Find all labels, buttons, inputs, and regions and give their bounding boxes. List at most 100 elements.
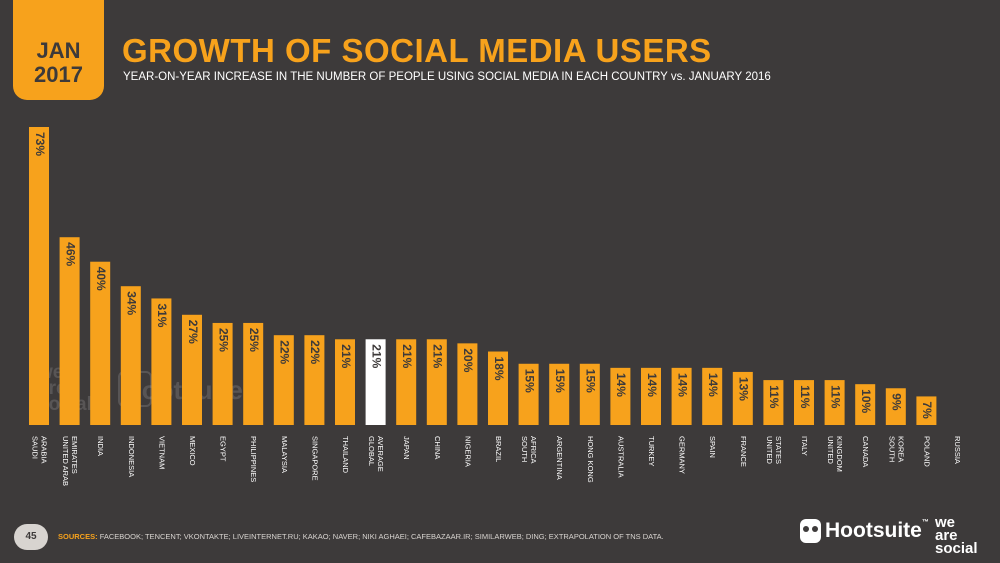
category-label-17-0: ARGENTINA (555, 436, 564, 480)
value-label-16: 15% (522, 369, 536, 393)
category-label-2-0: INDIA (96, 436, 105, 456)
value-label-20: 14% (645, 373, 659, 397)
bar-10 (335, 339, 355, 425)
category-label-6-0: EGYPT (219, 436, 228, 462)
bar-0 (29, 127, 49, 425)
bar-22 (702, 367, 723, 425)
value-label-18: 15% (584, 369, 598, 393)
category-label-9-0: SINGAPORE (310, 436, 319, 481)
value-label-3: 34% (125, 291, 139, 315)
bar-23 (732, 371, 753, 425)
bar-13 (426, 339, 447, 425)
category-label-30-0: RUSSIA (953, 436, 962, 464)
category-label-24-0: UNITED (765, 436, 774, 465)
value-label-8: 22% (278, 340, 292, 364)
category-label-15-0: BRAZIL (494, 436, 503, 462)
value-label-23: 13% (737, 377, 751, 401)
bar-28 (885, 388, 906, 425)
category-label-7-0: PHILIPPINES (249, 436, 258, 482)
page-number: 45 (14, 524, 48, 550)
sources-label: SOURCES: (58, 532, 98, 541)
category-label-10-0: THAILAND (341, 436, 350, 474)
category-label-26-0: UNITED (826, 436, 835, 465)
category-label-26-1: KINGDOM (835, 436, 844, 472)
value-label-28: 9% (890, 393, 904, 411)
bar-8 (273, 335, 294, 425)
bar-24 (763, 380, 784, 425)
value-label-14: 20% (461, 348, 475, 372)
value-label-4: 31% (155, 303, 169, 327)
bar-21 (671, 367, 692, 425)
category-label-0-1: ARABIA (40, 436, 49, 464)
bar-9 (304, 335, 325, 425)
category-label-1-1: EMIRATES (70, 436, 79, 474)
value-label-9: 22% (308, 340, 322, 364)
category-label-11-0: GLOBAL (367, 436, 376, 466)
hootsuite-logo: Hootsuite™ (800, 519, 929, 544)
value-label-15: 18% (492, 357, 506, 381)
page-title: GROWTH OF SOCIAL MEDIA USERS (122, 32, 712, 69)
value-label-7: 25% (247, 328, 261, 352)
category-label-16-1: AFRICA (529, 436, 538, 464)
bar-26 (824, 380, 845, 425)
category-label-16-0: SOUTH (520, 436, 529, 462)
category-label-4-0: VIETNAM (157, 436, 166, 469)
sources-text: FACEBOOK; TENCENT; VKONTAKTE; LIVEINTERN… (99, 532, 664, 541)
bar-15 (488, 351, 508, 425)
category-label-24-1: STATES (774, 436, 783, 464)
bar-11 (365, 339, 386, 425)
value-label-13: 21% (431, 344, 445, 368)
value-label-10: 21% (339, 344, 353, 368)
category-label-13-0: CHINA (433, 436, 442, 459)
category-label-28-0: SOUTH (887, 436, 896, 462)
category-label-12-0: JAPAN (402, 436, 411, 460)
category-label-19-0: AUSTRALIA (616, 436, 625, 478)
category-label-1-0: UNITED ARAB (61, 436, 70, 486)
value-label-27: 10% (859, 389, 873, 413)
bar-14 (457, 343, 478, 425)
bar-16 (518, 363, 539, 425)
bar-3 (120, 286, 141, 425)
date-tab: JAN 2017 (13, 0, 104, 100)
category-label-11-1: AVERAGE (376, 436, 385, 472)
bar-7 (243, 322, 264, 425)
value-label-26: 11% (828, 385, 842, 409)
category-label-21-0: GERMANY (678, 436, 687, 474)
hootsuite-logo-text: Hootsuite (825, 519, 922, 542)
value-label-19: 14% (614, 373, 628, 397)
category-label-22-0: SPAIN (708, 436, 717, 458)
bar-1 (59, 237, 80, 425)
bar-6 (212, 322, 233, 425)
logo-social: social (935, 540, 978, 557)
category-label-0-0: SAUDI (31, 436, 40, 459)
value-label-17: 15% (553, 369, 567, 393)
bar-17 (549, 363, 570, 425)
value-label-6: 25% (216, 328, 230, 352)
logo-we: we (935, 514, 956, 531)
value-label-24: 11% (767, 385, 781, 409)
category-label-25-0: ITALY (800, 436, 809, 456)
hootsuite-owl-icon (800, 519, 821, 544)
value-label-21: 14% (675, 373, 689, 397)
page-subtitle: YEAR-ON-YEAR INCREASE IN THE NUMBER OF P… (123, 71, 771, 83)
sources: SOURCES: FACEBOOK; TENCENT; VKONTAKTE; L… (58, 532, 664, 541)
date-year: 2017 (34, 62, 83, 87)
category-label-27-0: CANADA (861, 436, 870, 467)
value-label-22: 14% (706, 373, 720, 397)
category-label-29-0: POLAND (922, 436, 931, 467)
bar-4 (151, 298, 172, 425)
bar-19 (610, 367, 631, 425)
value-label-2: 40% (94, 267, 108, 291)
date-month: JAN (36, 38, 81, 63)
bar-27 (855, 384, 876, 425)
value-label-12: 21% (400, 344, 414, 368)
bar-12 (396, 339, 417, 425)
category-label-28-1: KOREA (896, 436, 905, 462)
value-label-1: 46% (63, 242, 77, 266)
bar-5 (182, 314, 202, 425)
value-label-11: 21% (369, 344, 383, 368)
logo-are: are (935, 527, 958, 544)
bar-18 (579, 363, 600, 425)
category-label-5-0: MEXICO (188, 436, 197, 466)
